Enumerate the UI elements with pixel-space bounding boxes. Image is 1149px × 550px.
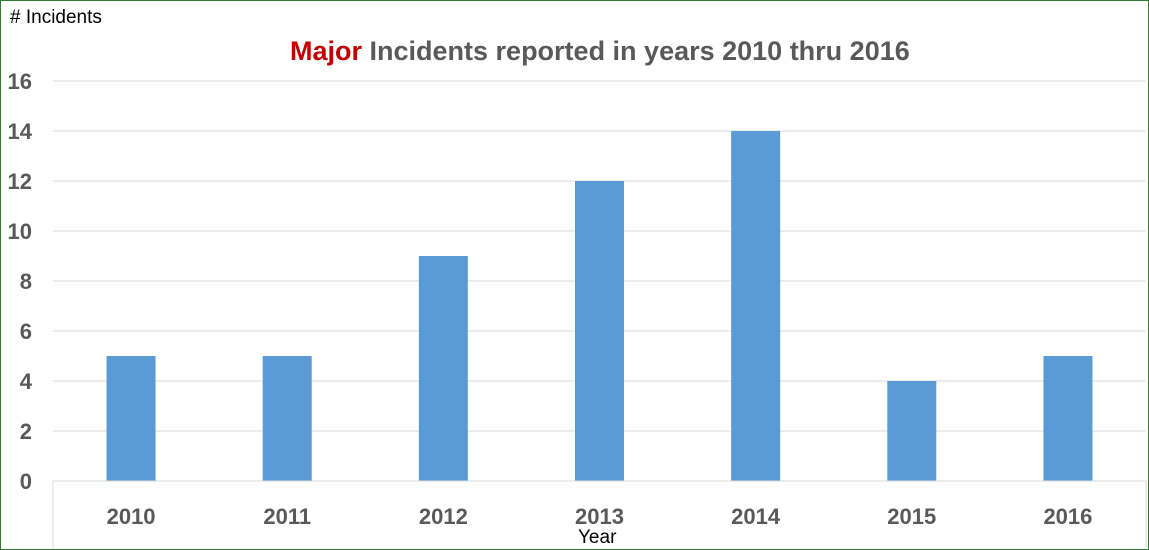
y-tick-label-14: 14 [8, 119, 33, 144]
x-tick-label-2014: 2014 [731, 504, 781, 529]
x-tick-label-2015: 2015 [887, 504, 936, 529]
x-tick-label-2011: 2011 [263, 504, 311, 529]
y-tick-label-2: 2 [20, 419, 32, 444]
y-tick-label-12: 12 [8, 169, 32, 194]
y-tick-label-10: 10 [8, 219, 32, 244]
bar-2014 [731, 131, 781, 481]
x-tick-label-2010: 2010 [107, 504, 156, 529]
x-tick-label-2013: 2013 [575, 504, 624, 529]
bar-2011 [262, 356, 312, 481]
y-tick-label-0: 0 [20, 469, 32, 494]
y-tick-label-6: 6 [20, 319, 32, 344]
chart-title: Major Incidents reported in years 2010 t… [290, 36, 910, 67]
y-tick-label-16: 16 [8, 69, 32, 94]
x-tick-label-2012: 2012 [419, 504, 468, 529]
y-tick-label-8: 8 [20, 269, 32, 294]
bar-2015 [887, 381, 937, 481]
bar-2010 [106, 356, 156, 481]
bar-2012 [418, 256, 468, 481]
x-tick-label-2016: 2016 [1043, 504, 1092, 529]
x-axis-label: Year [578, 527, 617, 548]
y-tick-label-4: 4 [20, 369, 33, 394]
y-axis-label: # Incidents [10, 7, 102, 28]
bar-2013 [575, 181, 624, 481]
chart-title-highlight: Major [290, 36, 363, 66]
bar-2016 [1043, 356, 1093, 481]
chart-title-rest: Incidents reported in years 2010 thru 20… [362, 36, 910, 66]
